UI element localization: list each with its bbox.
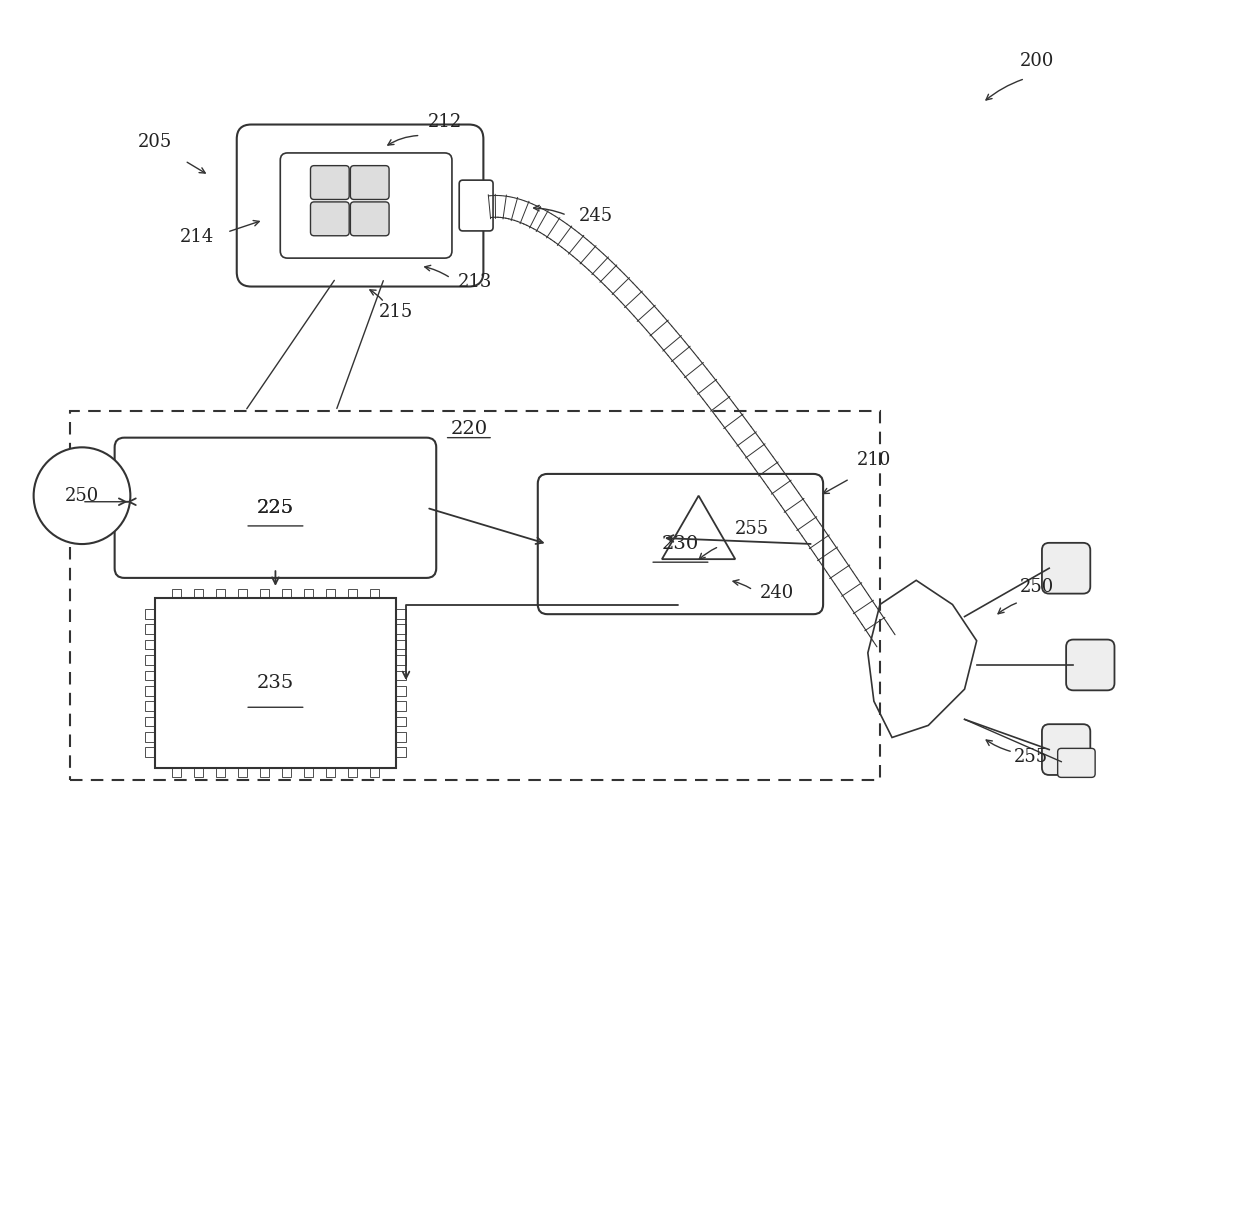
Bar	[145, 655, 155, 665]
Bar	[281, 768, 291, 777]
Text: 255: 255	[735, 520, 769, 538]
Text: 240: 240	[760, 584, 795, 602]
Text: 215: 215	[379, 302, 413, 320]
Bar	[397, 609, 405, 619]
FancyBboxPatch shape	[114, 438, 436, 578]
FancyBboxPatch shape	[310, 202, 350, 236]
Text: 213: 213	[458, 272, 492, 290]
Bar	[216, 768, 226, 777]
Bar	[347, 768, 357, 777]
Bar	[171, 589, 181, 598]
Bar	[145, 609, 155, 619]
FancyBboxPatch shape	[310, 166, 350, 199]
Bar	[281, 589, 291, 598]
Text: 255: 255	[1014, 747, 1048, 765]
FancyBboxPatch shape	[538, 474, 823, 614]
Bar	[397, 747, 405, 757]
Text: 210: 210	[857, 451, 892, 469]
FancyBboxPatch shape	[351, 166, 389, 199]
Bar	[171, 768, 181, 777]
Bar	[145, 747, 155, 757]
Text: 230: 230	[662, 536, 699, 553]
Bar	[259, 768, 269, 777]
Bar	[397, 733, 405, 742]
FancyBboxPatch shape	[280, 152, 451, 259]
FancyBboxPatch shape	[459, 180, 494, 231]
Bar	[238, 589, 247, 598]
Text: 250: 250	[64, 487, 99, 504]
Bar	[326, 768, 335, 777]
FancyBboxPatch shape	[1066, 640, 1115, 690]
Text: 235: 235	[257, 675, 294, 692]
Text: 225: 225	[257, 499, 294, 516]
Bar	[397, 686, 405, 695]
Text: 225: 225	[257, 499, 294, 516]
Bar	[155, 598, 397, 768]
FancyBboxPatch shape	[351, 202, 389, 236]
Bar	[304, 768, 314, 777]
Bar	[238, 768, 247, 777]
Bar	[304, 589, 314, 598]
Bar	[193, 768, 203, 777]
Bar	[145, 671, 155, 681]
Polygon shape	[662, 496, 735, 559]
Text: 250: 250	[1021, 578, 1054, 596]
Bar	[397, 701, 405, 711]
Text: 200: 200	[1021, 52, 1054, 70]
Text: 220: 220	[450, 421, 487, 438]
Text: 212: 212	[428, 112, 461, 131]
Circle shape	[33, 447, 130, 544]
Text: 214: 214	[180, 227, 215, 245]
Text: 245: 245	[579, 207, 613, 225]
Polygon shape	[868, 580, 977, 737]
Bar	[193, 589, 203, 598]
Bar	[145, 640, 155, 649]
Bar	[145, 717, 155, 727]
Bar	[397, 717, 405, 727]
FancyBboxPatch shape	[1042, 724, 1090, 775]
FancyBboxPatch shape	[1058, 748, 1095, 777]
FancyBboxPatch shape	[1042, 543, 1090, 594]
Bar	[347, 589, 357, 598]
Bar	[145, 624, 155, 634]
Bar	[145, 686, 155, 695]
Bar	[145, 701, 155, 711]
FancyBboxPatch shape	[237, 125, 484, 287]
Bar	[326, 589, 335, 598]
Bar	[397, 671, 405, 681]
Bar	[370, 589, 379, 598]
Bar	[397, 640, 405, 649]
Bar	[370, 768, 379, 777]
Bar	[397, 624, 405, 634]
Bar	[145, 733, 155, 742]
Bar	[216, 589, 226, 598]
Bar	[259, 589, 269, 598]
Text: 205: 205	[138, 133, 171, 151]
Bar	[397, 655, 405, 665]
